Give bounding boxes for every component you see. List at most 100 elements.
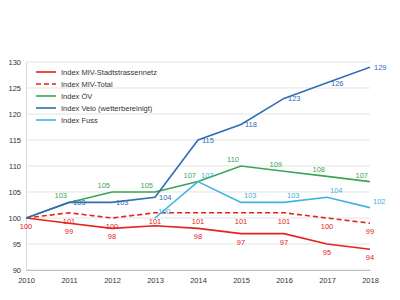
- series-line: [26, 166, 370, 218]
- data-label: 107: [355, 171, 368, 180]
- x-tick-label: 2012: [104, 276, 121, 285]
- legend-item: Index ÖV: [36, 92, 92, 101]
- y-tick: 110: [9, 162, 26, 171]
- x-tick: 2010: [18, 270, 35, 285]
- legend: Index MIV-Stadtstrassennetz Index MIV-Tot…: [36, 68, 157, 125]
- grid-line: [26, 270, 370, 271]
- data-label: 97: [280, 238, 288, 247]
- data-label: 101: [149, 217, 162, 226]
- grid-line: [26, 62, 370, 63]
- y-tick: 90: [13, 266, 26, 275]
- legend-label: Index MIV-Stadtstrassennetz: [61, 68, 157, 77]
- x-tick-label: 2017: [319, 276, 336, 285]
- legend-swatch: [36, 71, 56, 73]
- legend-item: Index MIV-Total: [36, 80, 113, 89]
- data-label: 103: [287, 191, 300, 200]
- x-tick-label: 2014: [190, 276, 207, 285]
- legend-swatch: [36, 83, 56, 85]
- data-label: 98: [108, 232, 116, 241]
- x-tick-label: 2016: [276, 276, 293, 285]
- data-label: 103: [73, 198, 86, 207]
- x-tick: 2014: [190, 270, 207, 285]
- x-tick-label: 2018: [362, 276, 379, 285]
- y-tick: 120: [8, 110, 26, 119]
- data-label: 101: [278, 217, 291, 226]
- grid-line: [26, 114, 370, 115]
- x-tick: 2018: [362, 270, 379, 285]
- data-label: 100: [158, 207, 171, 216]
- data-label: 94: [366, 253, 374, 262]
- data-label: 103: [54, 191, 67, 200]
- data-label: 103: [244, 191, 257, 200]
- y-tick-label: 120: [8, 110, 21, 119]
- legend-swatch: [36, 95, 56, 97]
- legend-label: Index MIV-Total: [61, 80, 113, 89]
- grid: [26, 62, 370, 270]
- data-label: 98: [194, 232, 202, 241]
- y-tick-label: 130: [8, 58, 21, 67]
- y-tick: 95: [13, 240, 26, 249]
- data-label: 105: [97, 181, 110, 190]
- data-label: 100: [321, 222, 334, 231]
- x-axis: 2010 2011 2012 2013 2014 2015 2016 2017 2018: [18, 270, 379, 285]
- data-label: 110: [227, 155, 239, 164]
- y-tick-label: 90: [13, 266, 21, 275]
- y-tick: 105: [8, 188, 26, 197]
- grid-line: [26, 192, 370, 193]
- grid-line: [26, 244, 370, 245]
- data-label: 104: [159, 193, 172, 202]
- data-label: 103: [116, 198, 129, 207]
- data-label: 104: [330, 186, 343, 195]
- legend-label: Index Fuss: [61, 116, 98, 125]
- x-tick: 2013: [147, 270, 164, 285]
- data-labels: 1009998989797959410110010110110110110099…: [20, 63, 387, 262]
- legend-item: Index MIV-Stadtstrassennetz: [36, 68, 157, 77]
- data-label: 105: [140, 181, 153, 190]
- legend-item: Index Fuss: [36, 116, 98, 125]
- y-tick: 115: [9, 136, 26, 145]
- data-label: 100: [106, 222, 119, 231]
- x-tick-label: 2011: [61, 276, 77, 285]
- y-tick: 130: [8, 58, 26, 67]
- x-axis-line: [27, 270, 371, 271]
- data-label: 102: [373, 197, 386, 206]
- data-label: 100: [20, 222, 33, 231]
- y-tick: 125: [8, 84, 26, 93]
- data-label: 99: [366, 227, 374, 236]
- data-label: 115: [202, 136, 214, 145]
- legend-item: Index Velo (wetterbereinigt): [36, 104, 153, 113]
- x-tick: 2012: [104, 270, 121, 285]
- data-label: 126: [331, 79, 344, 88]
- data-label: 97: [237, 238, 245, 247]
- y-tick-label: 115: [9, 136, 21, 145]
- y-tick-label: 105: [8, 188, 21, 197]
- data-label: 107: [201, 171, 214, 180]
- y-tick-label: 125: [8, 84, 21, 93]
- x-tick-label: 2013: [147, 276, 164, 285]
- x-tick-label: 2015: [233, 276, 250, 285]
- data-label: 129: [374, 63, 387, 72]
- x-tick: 2011: [61, 270, 77, 285]
- data-label: 118: [245, 120, 257, 129]
- data-label: 99: [65, 227, 73, 236]
- x-tick: 2015: [233, 270, 250, 285]
- data-label: 101: [235, 217, 248, 226]
- x-tick: 2016: [276, 270, 293, 285]
- y-axis-line: [26, 63, 27, 271]
- legend-label: Index ÖV: [61, 92, 92, 101]
- y-tick-label: 95: [13, 240, 21, 249]
- y-tick-label: 110: [9, 162, 21, 171]
- legend-swatch: [36, 107, 56, 109]
- data-label: 109: [269, 160, 282, 169]
- data-label: 108: [312, 165, 325, 174]
- data-label: 101: [63, 217, 76, 226]
- data-label: 101: [192, 217, 205, 226]
- data-label: 107: [183, 171, 196, 180]
- legend-label: Index Velo (wetterbereinigt): [61, 104, 153, 113]
- lines: [26, 67, 370, 249]
- y-axis: 9095100105110115120125130: [8, 58, 26, 275]
- plot: 9095100105110115120125130201020112012201…: [8, 58, 386, 285]
- chart: 9095100105110115120125130201020112012201…: [0, 0, 400, 300]
- data-label: 123: [288, 94, 301, 103]
- data-label: 95: [323, 248, 331, 257]
